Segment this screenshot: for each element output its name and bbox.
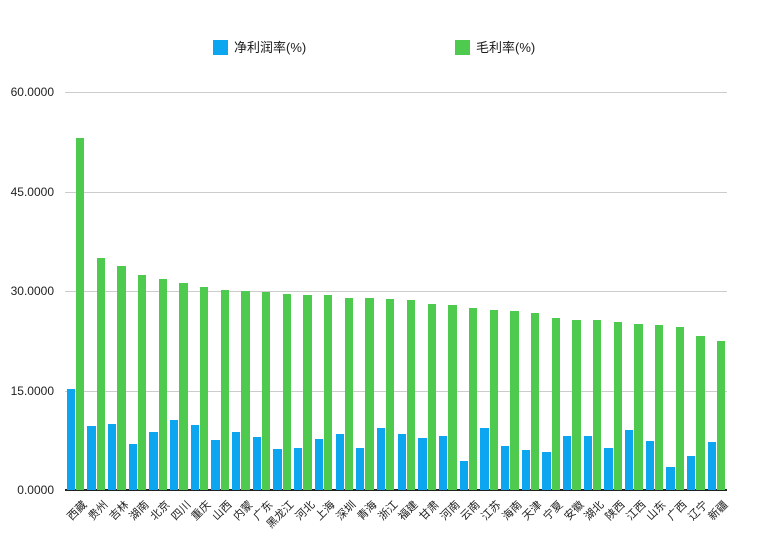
bar[interactable] <box>117 266 126 490</box>
bar[interactable] <box>138 275 147 490</box>
bar[interactable] <box>666 466 675 490</box>
bar[interactable] <box>459 460 468 490</box>
bar[interactable] <box>613 322 622 490</box>
bar[interactable] <box>675 326 684 490</box>
bar[interactable] <box>335 434 344 490</box>
bar[interactable] <box>592 320 602 490</box>
bar[interactable] <box>645 440 654 490</box>
bar[interactable] <box>87 426 96 490</box>
bar[interactable] <box>634 323 643 490</box>
bar[interactable] <box>418 437 427 490</box>
bar[interactable] <box>76 137 85 490</box>
bar[interactable] <box>149 432 158 490</box>
bar[interactable] <box>356 448 365 490</box>
y-axis-label: 0.0000 <box>17 483 54 497</box>
bar[interactable] <box>572 320 581 490</box>
net-margin-swatch-icon <box>213 40 228 55</box>
bar[interactable] <box>344 297 354 490</box>
gross-margin-swatch-icon <box>455 40 470 55</box>
y-axis-label: 30.0000 <box>10 284 54 298</box>
bar[interactable] <box>190 424 200 490</box>
bar[interactable] <box>220 289 230 490</box>
bar[interactable] <box>108 423 117 490</box>
bar[interactable] <box>179 283 188 490</box>
bar[interactable] <box>551 317 560 490</box>
bar[interactable] <box>262 291 271 490</box>
bar[interactable] <box>562 435 572 490</box>
bar[interactable] <box>707 441 717 490</box>
bar[interactable] <box>583 436 592 490</box>
bar[interactable] <box>232 432 241 490</box>
bar[interactable] <box>438 435 448 490</box>
legend-item-gross-margin[interactable]: 毛利率(%) <box>455 40 535 55</box>
bar[interactable] <box>386 298 395 490</box>
bar[interactable] <box>324 294 333 490</box>
bar[interactable] <box>427 303 436 490</box>
bar[interactable] <box>696 336 705 490</box>
x-axis-line <box>65 489 727 491</box>
bar[interactable] <box>468 307 478 490</box>
gridline <box>65 291 727 292</box>
bar[interactable] <box>170 419 179 490</box>
bar[interactable] <box>294 447 303 490</box>
bar[interactable] <box>96 257 105 490</box>
bar[interactable] <box>365 297 374 490</box>
gridline <box>65 390 727 392</box>
gridline <box>65 191 727 193</box>
bar[interactable] <box>654 324 664 490</box>
bar[interactable] <box>500 446 510 490</box>
bar[interactable] <box>510 310 519 490</box>
bar[interactable] <box>282 293 292 490</box>
bar[interactable] <box>625 429 634 490</box>
bar[interactable] <box>489 309 498 490</box>
gridline <box>65 92 727 93</box>
bar[interactable] <box>397 433 406 490</box>
bar[interactable] <box>604 448 613 490</box>
bar[interactable] <box>158 279 167 490</box>
legend-item-net-margin[interactable]: 净利润率(%) <box>213 40 306 55</box>
bar[interactable] <box>480 427 489 490</box>
bar[interactable] <box>252 436 262 490</box>
bar[interactable] <box>211 439 220 490</box>
bar[interactable] <box>273 448 282 490</box>
bar[interactable] <box>521 449 530 490</box>
bar[interactable] <box>530 312 540 490</box>
bar[interactable] <box>66 389 75 490</box>
bar[interactable] <box>376 427 386 490</box>
bar[interactable] <box>200 287 209 490</box>
bar[interactable] <box>314 438 324 490</box>
bar[interactable] <box>303 294 312 490</box>
legend-label: 毛利率(%) <box>476 40 536 55</box>
y-axis-label: 15.0000 <box>10 383 54 398</box>
bar[interactable] <box>448 304 457 490</box>
chart-legend: 净利润率(%) 毛利率(%) <box>0 40 773 56</box>
bar[interactable] <box>128 444 138 490</box>
y-axis-label: 60.0000 <box>10 85 54 99</box>
bar[interactable] <box>241 291 250 490</box>
bar[interactable] <box>542 451 551 490</box>
bar[interactable] <box>717 341 726 490</box>
bar[interactable] <box>687 455 696 490</box>
bar[interactable] <box>406 300 416 490</box>
y-axis-label: 45.0000 <box>10 184 54 199</box>
legend-label: 净利润率(%) <box>234 40 307 55</box>
